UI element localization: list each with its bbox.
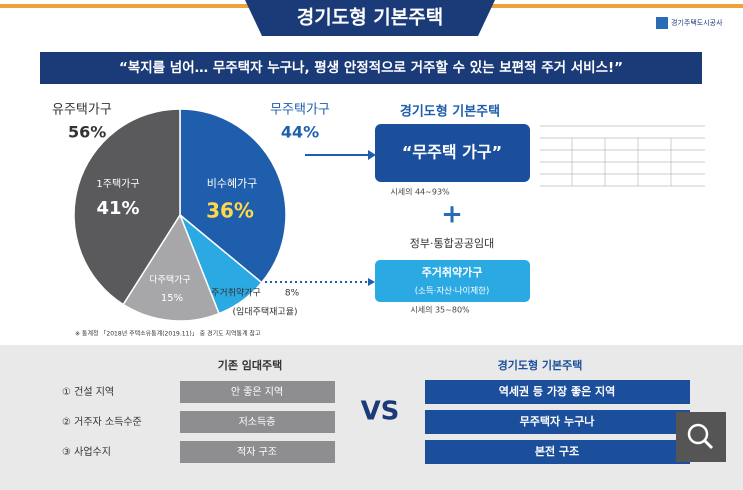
new-text: 역세권 등 가장 좋은 지역 <box>499 384 616 398</box>
sub-box-text: 주거취약가구 <box>422 265 483 279</box>
new-box <box>425 380 690 404</box>
right-title: 경기도형 기본주택 <box>400 104 500 120</box>
logo-text: 경기주택도시공사 <box>671 18 723 27</box>
old-text: 저소득층 <box>239 416 276 428</box>
row-label: ③ 사업수지 <box>62 445 111 458</box>
new-box <box>425 410 690 434</box>
row-label: ① 건설 지역 <box>62 386 114 398</box>
slice-label: 주거취약가구 <box>211 287 261 299</box>
slice-value: 36% <box>206 199 254 223</box>
header-tab <box>245 0 495 36</box>
new-text: 무주택자 누구나 <box>520 414 595 428</box>
box-note: 시세의 44~93% <box>390 187 450 197</box>
plus: + <box>441 200 463 230</box>
zoom-icon <box>687 423 709 445</box>
row-label: ② 거주자 소득수준 <box>62 416 142 428</box>
banner-text: “복지를 넘어… 무주택자 누구나, 평생 안정적으로 거주할 수 있는 보편적… <box>119 59 623 76</box>
old-text: 안 좋은 지역 <box>231 386 283 398</box>
sub-box <box>375 260 530 302</box>
slice-value: 41% <box>96 198 139 219</box>
pie-slice <box>122 213 220 322</box>
sub-box-note: (소득·자산·나이제한) <box>415 286 490 297</box>
new-title: 경기도형 기본주택 <box>498 358 583 372</box>
old-box <box>180 381 335 403</box>
banner <box>40 52 702 84</box>
slice-value: 8% <box>285 289 300 299</box>
old-title: 기존 임대주택 <box>218 358 283 372</box>
group-value: 56% <box>68 123 106 142</box>
box-text: “무주택 가구” <box>402 143 502 162</box>
annotation: (임대주택재고율) <box>233 306 298 318</box>
source: ※ 통계청 「2018년 주택소유통계(2019.11)」 중 경기도 지역통계… <box>75 330 261 338</box>
slice-value: 15% <box>161 293 183 304</box>
slice-label: 1주택가구 <box>96 178 139 190</box>
pie-slice <box>73 108 181 306</box>
group-label: 무주택가구 <box>270 103 330 118</box>
arrow-head <box>368 278 375 286</box>
box <box>375 124 530 182</box>
zoom-button[interactable] <box>676 412 726 462</box>
header-title: 경기도형 기본주택 <box>297 7 443 29</box>
old-text: 적자 구조 <box>237 446 277 458</box>
slice-label: 다주택가구 <box>149 275 190 286</box>
arrow-head <box>368 150 376 160</box>
sub-note: 시세의 35~80% <box>410 305 470 315</box>
mini-table <box>540 125 705 187</box>
logo-icon <box>656 17 668 29</box>
old-box <box>180 441 335 463</box>
zoom-icon <box>703 439 714 450</box>
new-text: 본전 구조 <box>535 444 579 458</box>
new-box <box>425 440 690 464</box>
slice-label: 비수혜가구 <box>207 177 258 190</box>
comparison-rows: ① 건설 지역 안 좋은 지역 역세권 등 가장 좋은 지역 ② 거주자 소득수준 저소… <box>62 380 690 464</box>
group-value: 44% <box>281 123 319 142</box>
pie-chart: 비수혜가구 36% 주거취약가구 8% 다주택가구 15% 1주택가구 41% <box>73 108 300 322</box>
pie-slice <box>179 108 287 284</box>
vs: VS <box>361 397 400 427</box>
sub-title: 정부·통합공공임대 <box>410 237 494 250</box>
group-label: 유주택가구 <box>52 103 112 118</box>
old-box <box>180 411 335 433</box>
